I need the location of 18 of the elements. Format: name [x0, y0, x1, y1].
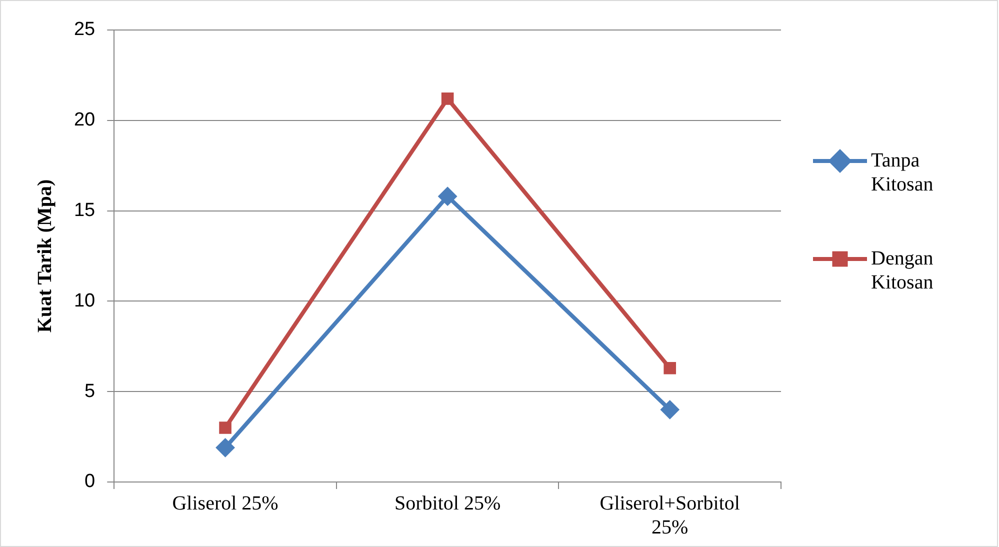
y-axis-title: Kuat Tarik (Mpa) [34, 179, 56, 333]
point [216, 438, 235, 458]
point [664, 362, 676, 374]
y-tick-label: 5 [84, 380, 96, 402]
x-tick-label: Gliserol+Sorbitol 25% [600, 492, 740, 538]
point [438, 186, 458, 206]
x-tick-label: Sorbitol 25% [394, 492, 501, 514]
point [219, 422, 232, 434]
point [660, 400, 680, 420]
y-tick-label: 10 [74, 290, 96, 312]
y-tick-label: 15 [74, 200, 96, 222]
x-tick-label: Gliserol 25% [172, 492, 278, 514]
legend-label: Tanpa Kitosan [871, 149, 934, 196]
y-tick-label: 20 [74, 110, 96, 131]
point [441, 92, 454, 105]
y-tick-label: 0 [84, 471, 96, 492]
y-tick-label: 25 [74, 19, 96, 40]
legend-label: Dengan Kitosan [871, 247, 934, 294]
